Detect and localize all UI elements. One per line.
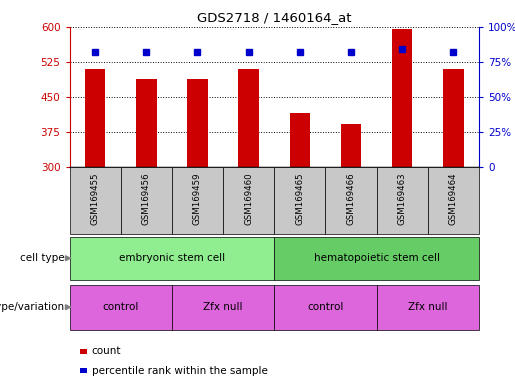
Text: GSM169459: GSM169459	[193, 172, 202, 225]
Text: control: control	[307, 302, 344, 312]
Bar	[85, 69, 106, 167]
Bar	[136, 79, 157, 167]
Text: Zfx null: Zfx null	[408, 302, 448, 312]
Text: GSM169456: GSM169456	[142, 172, 151, 225]
Bar	[223, 167, 274, 234]
Text: embryonic stem cell: embryonic stem cell	[119, 253, 225, 263]
Text: percentile rank within the sample: percentile rank within the sample	[92, 366, 268, 376]
Bar	[341, 124, 361, 167]
Text: GSM169455: GSM169455	[91, 172, 99, 225]
Bar	[289, 113, 310, 167]
Bar	[274, 237, 479, 280]
Text: GSM169465: GSM169465	[295, 172, 304, 225]
Text: control: control	[102, 302, 139, 312]
Bar	[238, 69, 259, 167]
Bar	[70, 237, 274, 280]
Title: GDS2718 / 1460164_at: GDS2718 / 1460164_at	[197, 11, 351, 24]
Text: Zfx null: Zfx null	[203, 302, 243, 312]
Text: GSM169464: GSM169464	[449, 172, 458, 225]
Text: cell type: cell type	[20, 253, 64, 263]
Text: count: count	[92, 346, 121, 356]
Text: GSM169466: GSM169466	[347, 172, 355, 225]
Bar	[70, 285, 172, 329]
Text: GSM169460: GSM169460	[244, 172, 253, 225]
Bar	[274, 285, 376, 329]
Bar	[392, 29, 413, 167]
Text: hematopoietic stem cell: hematopoietic stem cell	[314, 253, 440, 263]
Bar	[70, 167, 121, 234]
Bar	[121, 167, 172, 234]
Bar	[428, 167, 479, 234]
Bar	[443, 69, 464, 167]
Bar	[172, 167, 223, 234]
Bar	[172, 285, 274, 329]
Bar	[187, 79, 208, 167]
Bar	[274, 167, 325, 234]
Bar	[325, 167, 376, 234]
Text: GSM169463: GSM169463	[398, 172, 407, 225]
Bar	[376, 167, 428, 234]
Text: genotype/variation: genotype/variation	[0, 302, 64, 312]
Bar	[376, 285, 479, 329]
